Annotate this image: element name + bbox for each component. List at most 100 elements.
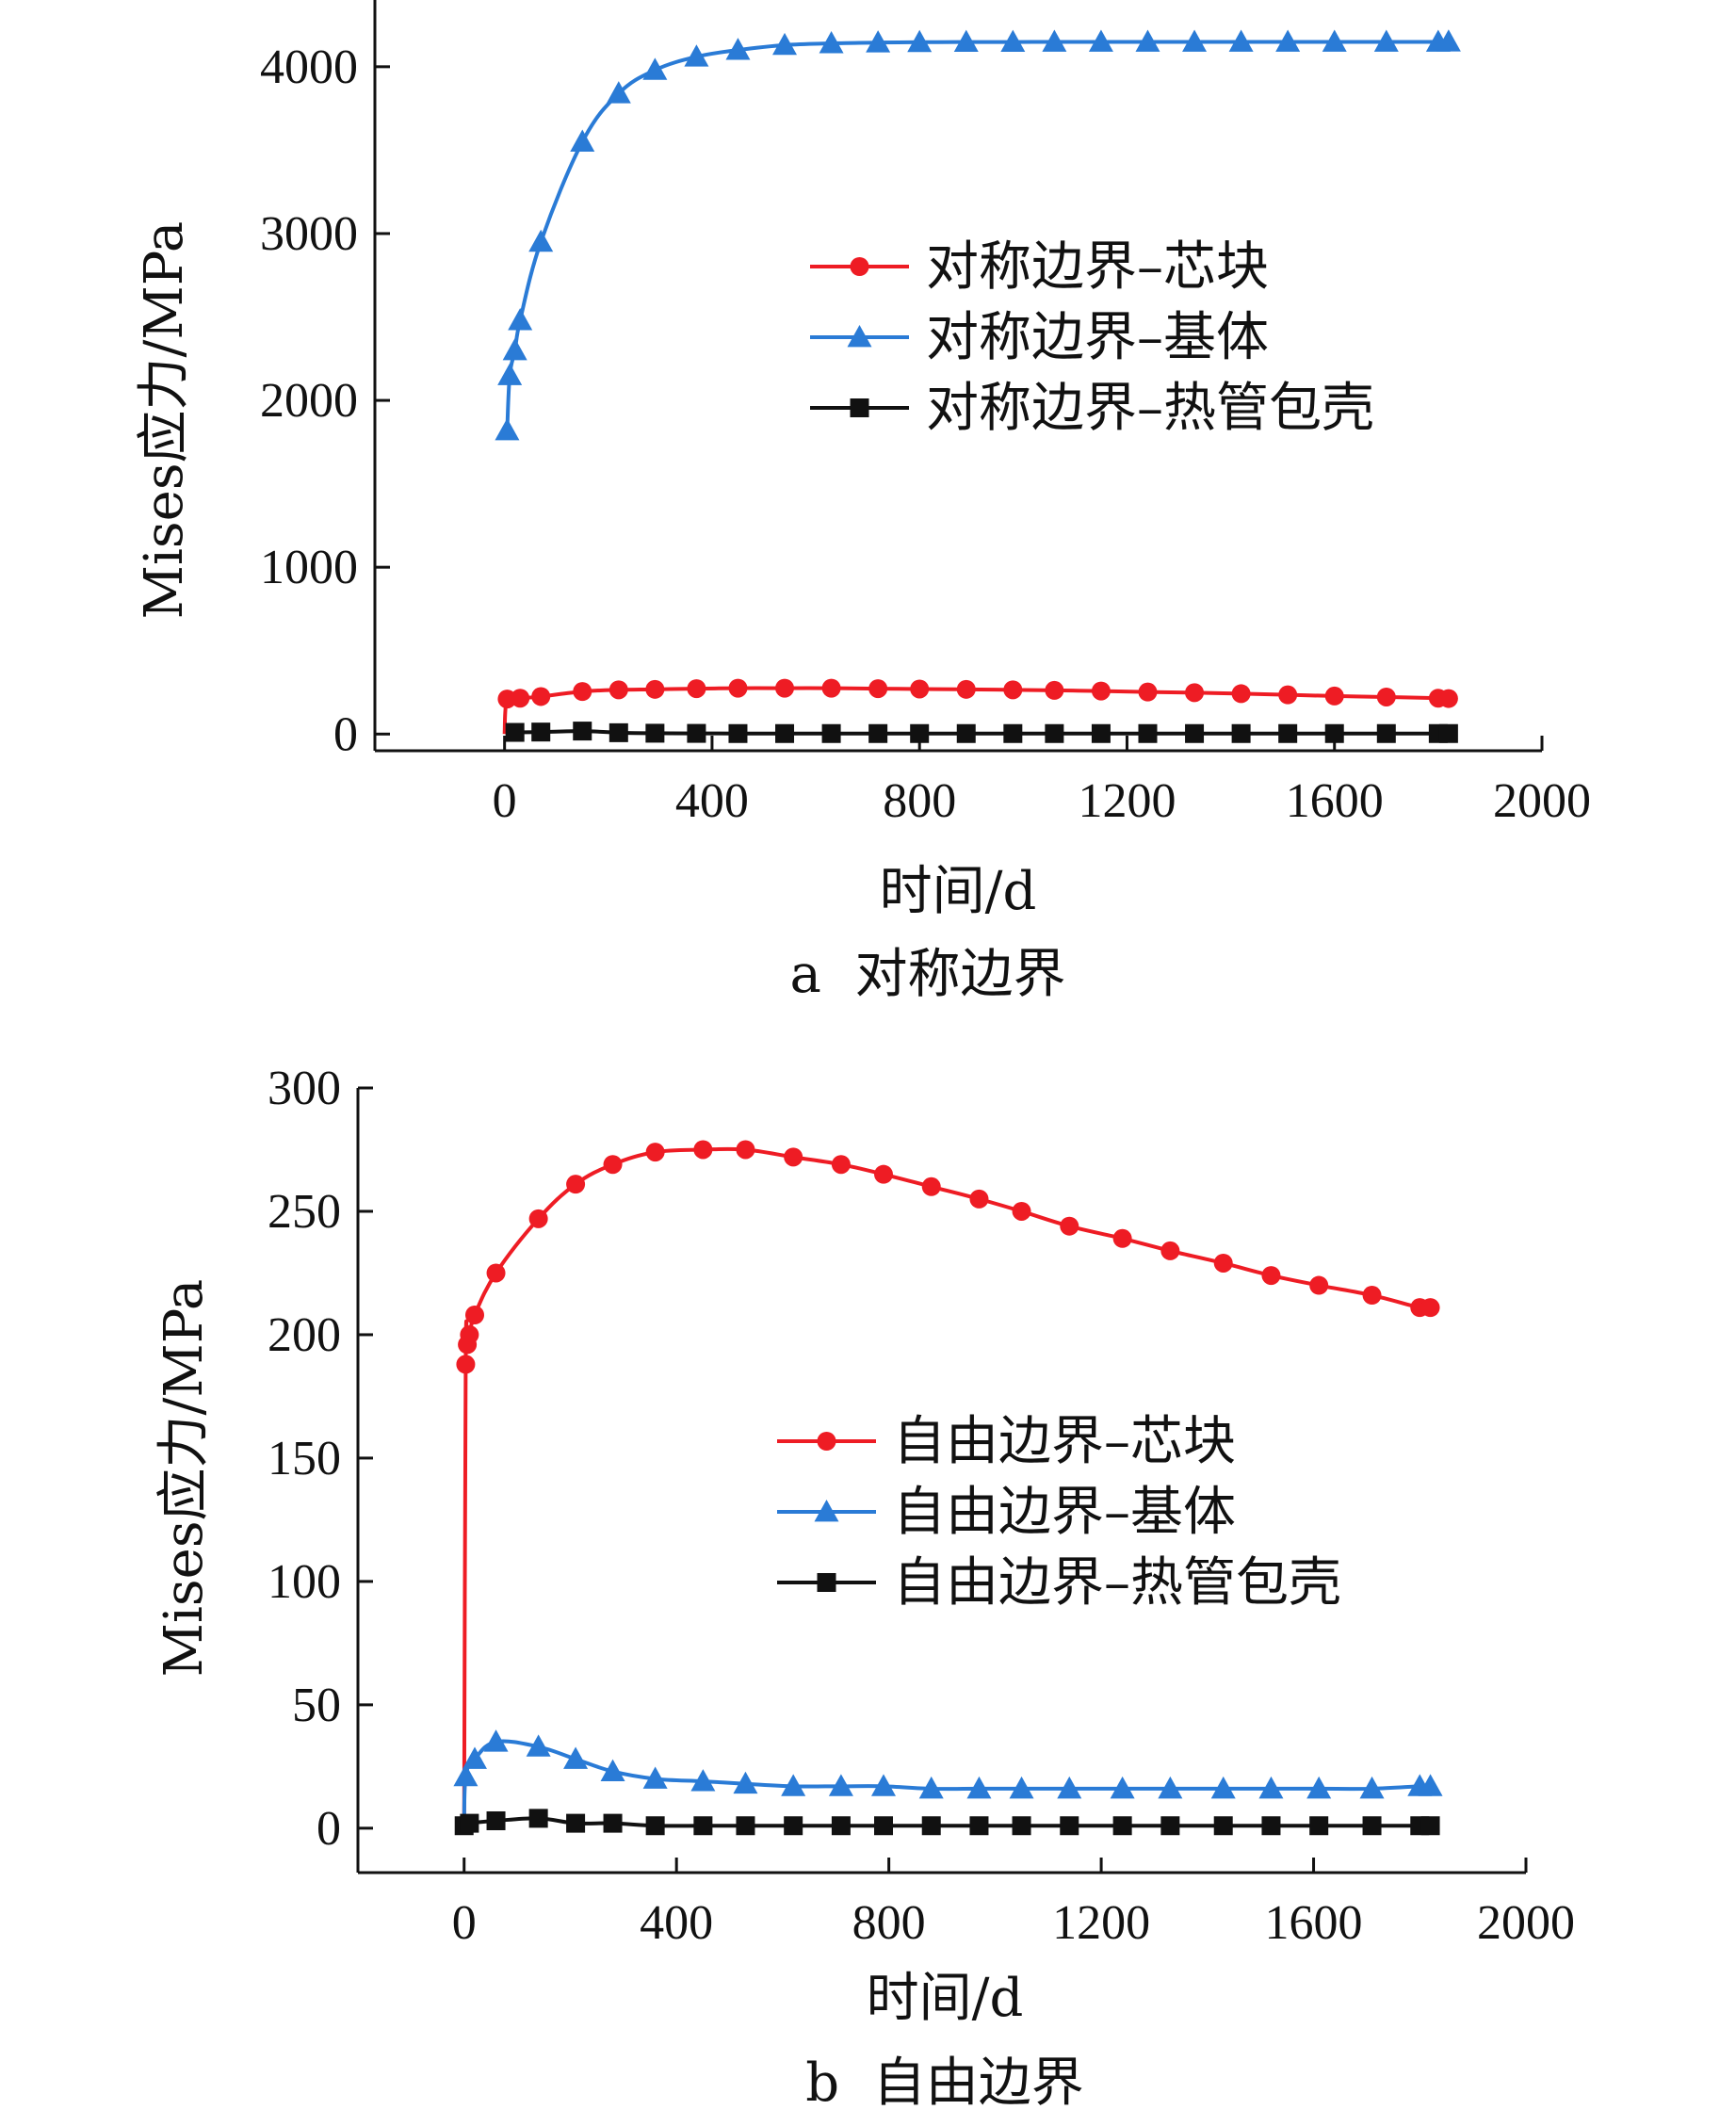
chart-a-data-point [866, 30, 891, 53]
chart-b-data-point [645, 1816, 665, 1836]
chart-b-data-point [1158, 1776, 1183, 1799]
chart-a-data-point [1138, 682, 1158, 702]
chart-a-data-point [953, 29, 979, 53]
chart-b-data-point [645, 1143, 665, 1162]
chart-b-series-square [454, 1809, 1440, 1836]
chart-b-y-tick-label: 150 [268, 1432, 341, 1485]
chart-a-y-tick-label: 3000 [260, 207, 358, 261]
chart-a-data-point [1376, 687, 1396, 706]
chart-b-legend-marker [817, 1432, 836, 1451]
chart-b-data-point [1420, 1298, 1440, 1318]
chart-a-data-point [642, 57, 668, 80]
chart-b-data-point [528, 1809, 548, 1828]
chart-a-y-tick-label: 1000 [260, 541, 358, 594]
chart-a-data-point [1045, 723, 1064, 743]
chart-a-data-point [775, 723, 795, 743]
chart-b-data-point [874, 1816, 893, 1836]
chart-a-data-point [819, 31, 844, 54]
chart-b-x-tick-label: 2000 [1477, 1896, 1575, 1950]
chart-b-series-circle [456, 1140, 1440, 1828]
chart-a-data-point [910, 723, 930, 743]
chart-a-data-point [1278, 723, 1298, 743]
chart-a-x-tick-label: 1600 [1286, 774, 1384, 828]
chart-a-data-point [956, 723, 976, 743]
chart-a-data-point [1438, 689, 1458, 708]
chart-b-x-tick-label: 1200 [1052, 1896, 1150, 1950]
chart-b-data-point [784, 1816, 803, 1836]
chart-a-data-point [645, 723, 665, 743]
chart-b-data-point [966, 1776, 992, 1799]
chart-a-data-point [1324, 723, 1344, 743]
chart-b-data-point [1309, 1816, 1329, 1836]
chart-b-data-point [1258, 1776, 1284, 1799]
chart-b-ticks: 0 400 800 1200 1600 2000 0 50 100 150 200 250 300 [268, 1062, 1575, 1950]
chart-b-data-point [460, 1324, 479, 1344]
chart-a-data-point [531, 687, 551, 706]
chart-a-series-square [505, 722, 1458, 743]
chart-b-data-point [1012, 1201, 1031, 1221]
chart-b-data-point [918, 1776, 944, 1799]
chart-a-data-point [573, 682, 592, 702]
chart-a-data-point [821, 723, 841, 743]
chart-a-data-point [775, 678, 795, 698]
chart-b-data-point [526, 1734, 551, 1757]
chart-a-data-point [1045, 680, 1064, 700]
chart-b-data-point [1213, 1816, 1233, 1836]
chart-b-series [453, 1140, 1443, 1836]
chart-a-data-point [1091, 723, 1111, 743]
chart-b-data-point [690, 1769, 716, 1792]
chart-a-x-axis-label: 时间/d [880, 861, 1037, 922]
chart-a-data-point [772, 32, 798, 56]
chart-b-legend-label: 自由边界–基体 [893, 1482, 1236, 1543]
chart-a-data-point [1278, 685, 1298, 705]
chart-a-data-point [1438, 723, 1458, 743]
chart-b-legend-entry: 自由边界–热管包壳 [777, 1552, 1341, 1614]
chart-b-data-point [1359, 1776, 1385, 1799]
chart-a-data-point [497, 363, 523, 385]
chart-a-data-point [1003, 723, 1023, 743]
chart-b-y-tick-label: 200 [268, 1308, 341, 1362]
chart-a-data-point [1185, 723, 1205, 743]
chart-b-data-point [1160, 1816, 1180, 1836]
chart-a-data-point [728, 723, 748, 743]
chart-a-data-point [1228, 29, 1254, 52]
chart-a-data-point [684, 44, 709, 67]
chart-b-y-tick-label: 50 [292, 1679, 341, 1732]
chart-a-x-tick-label: 2000 [1493, 774, 1591, 828]
chart-a-data-point [1275, 29, 1301, 52]
chart-b-data-point [603, 1813, 623, 1833]
chart-a-legend-marker [847, 325, 872, 348]
chart-b-data-point [465, 1305, 484, 1324]
chart-a-data-point [725, 38, 751, 60]
chart-a-data-point [573, 722, 592, 741]
chart-b-data-point [781, 1774, 806, 1796]
chart-a-legend-label: 对称边界–基体 [926, 307, 1269, 368]
chart-a-data-point [508, 308, 533, 331]
chart-b-data-point [566, 1175, 586, 1194]
chart-b-data-point [736, 1140, 755, 1160]
chart-b-data-point [483, 1729, 509, 1752]
chart-b-data-point [456, 1355, 476, 1374]
chart-b-data-point [736, 1816, 755, 1836]
chart-a-data-point [1231, 723, 1251, 743]
chart-b-data-point [874, 1164, 893, 1184]
chart-b-data-point [600, 1759, 625, 1782]
chart-b-data-point [486, 1810, 506, 1830]
chart-b-data-point [460, 1813, 479, 1833]
chart-a-series-circle [497, 678, 1458, 735]
chart-b-x-tick-label: 800 [852, 1896, 926, 1950]
chart-a-data-point [505, 722, 525, 742]
chart-b-data-point [693, 1816, 713, 1836]
chart-b-data-point [453, 1763, 479, 1787]
chart-a-data-point [910, 679, 930, 699]
chart-a-data-point [821, 678, 841, 698]
chart-a-data-point [511, 689, 530, 708]
chart-a-y-tick-label: 2000 [260, 374, 358, 428]
chart-a-data-point [606, 81, 631, 104]
chart-a-data-point [687, 679, 706, 699]
chart-b-y-tick-label: 0 [316, 1802, 341, 1856]
chart-a-data-point [1000, 29, 1026, 53]
chart-a-data-point [608, 722, 628, 742]
